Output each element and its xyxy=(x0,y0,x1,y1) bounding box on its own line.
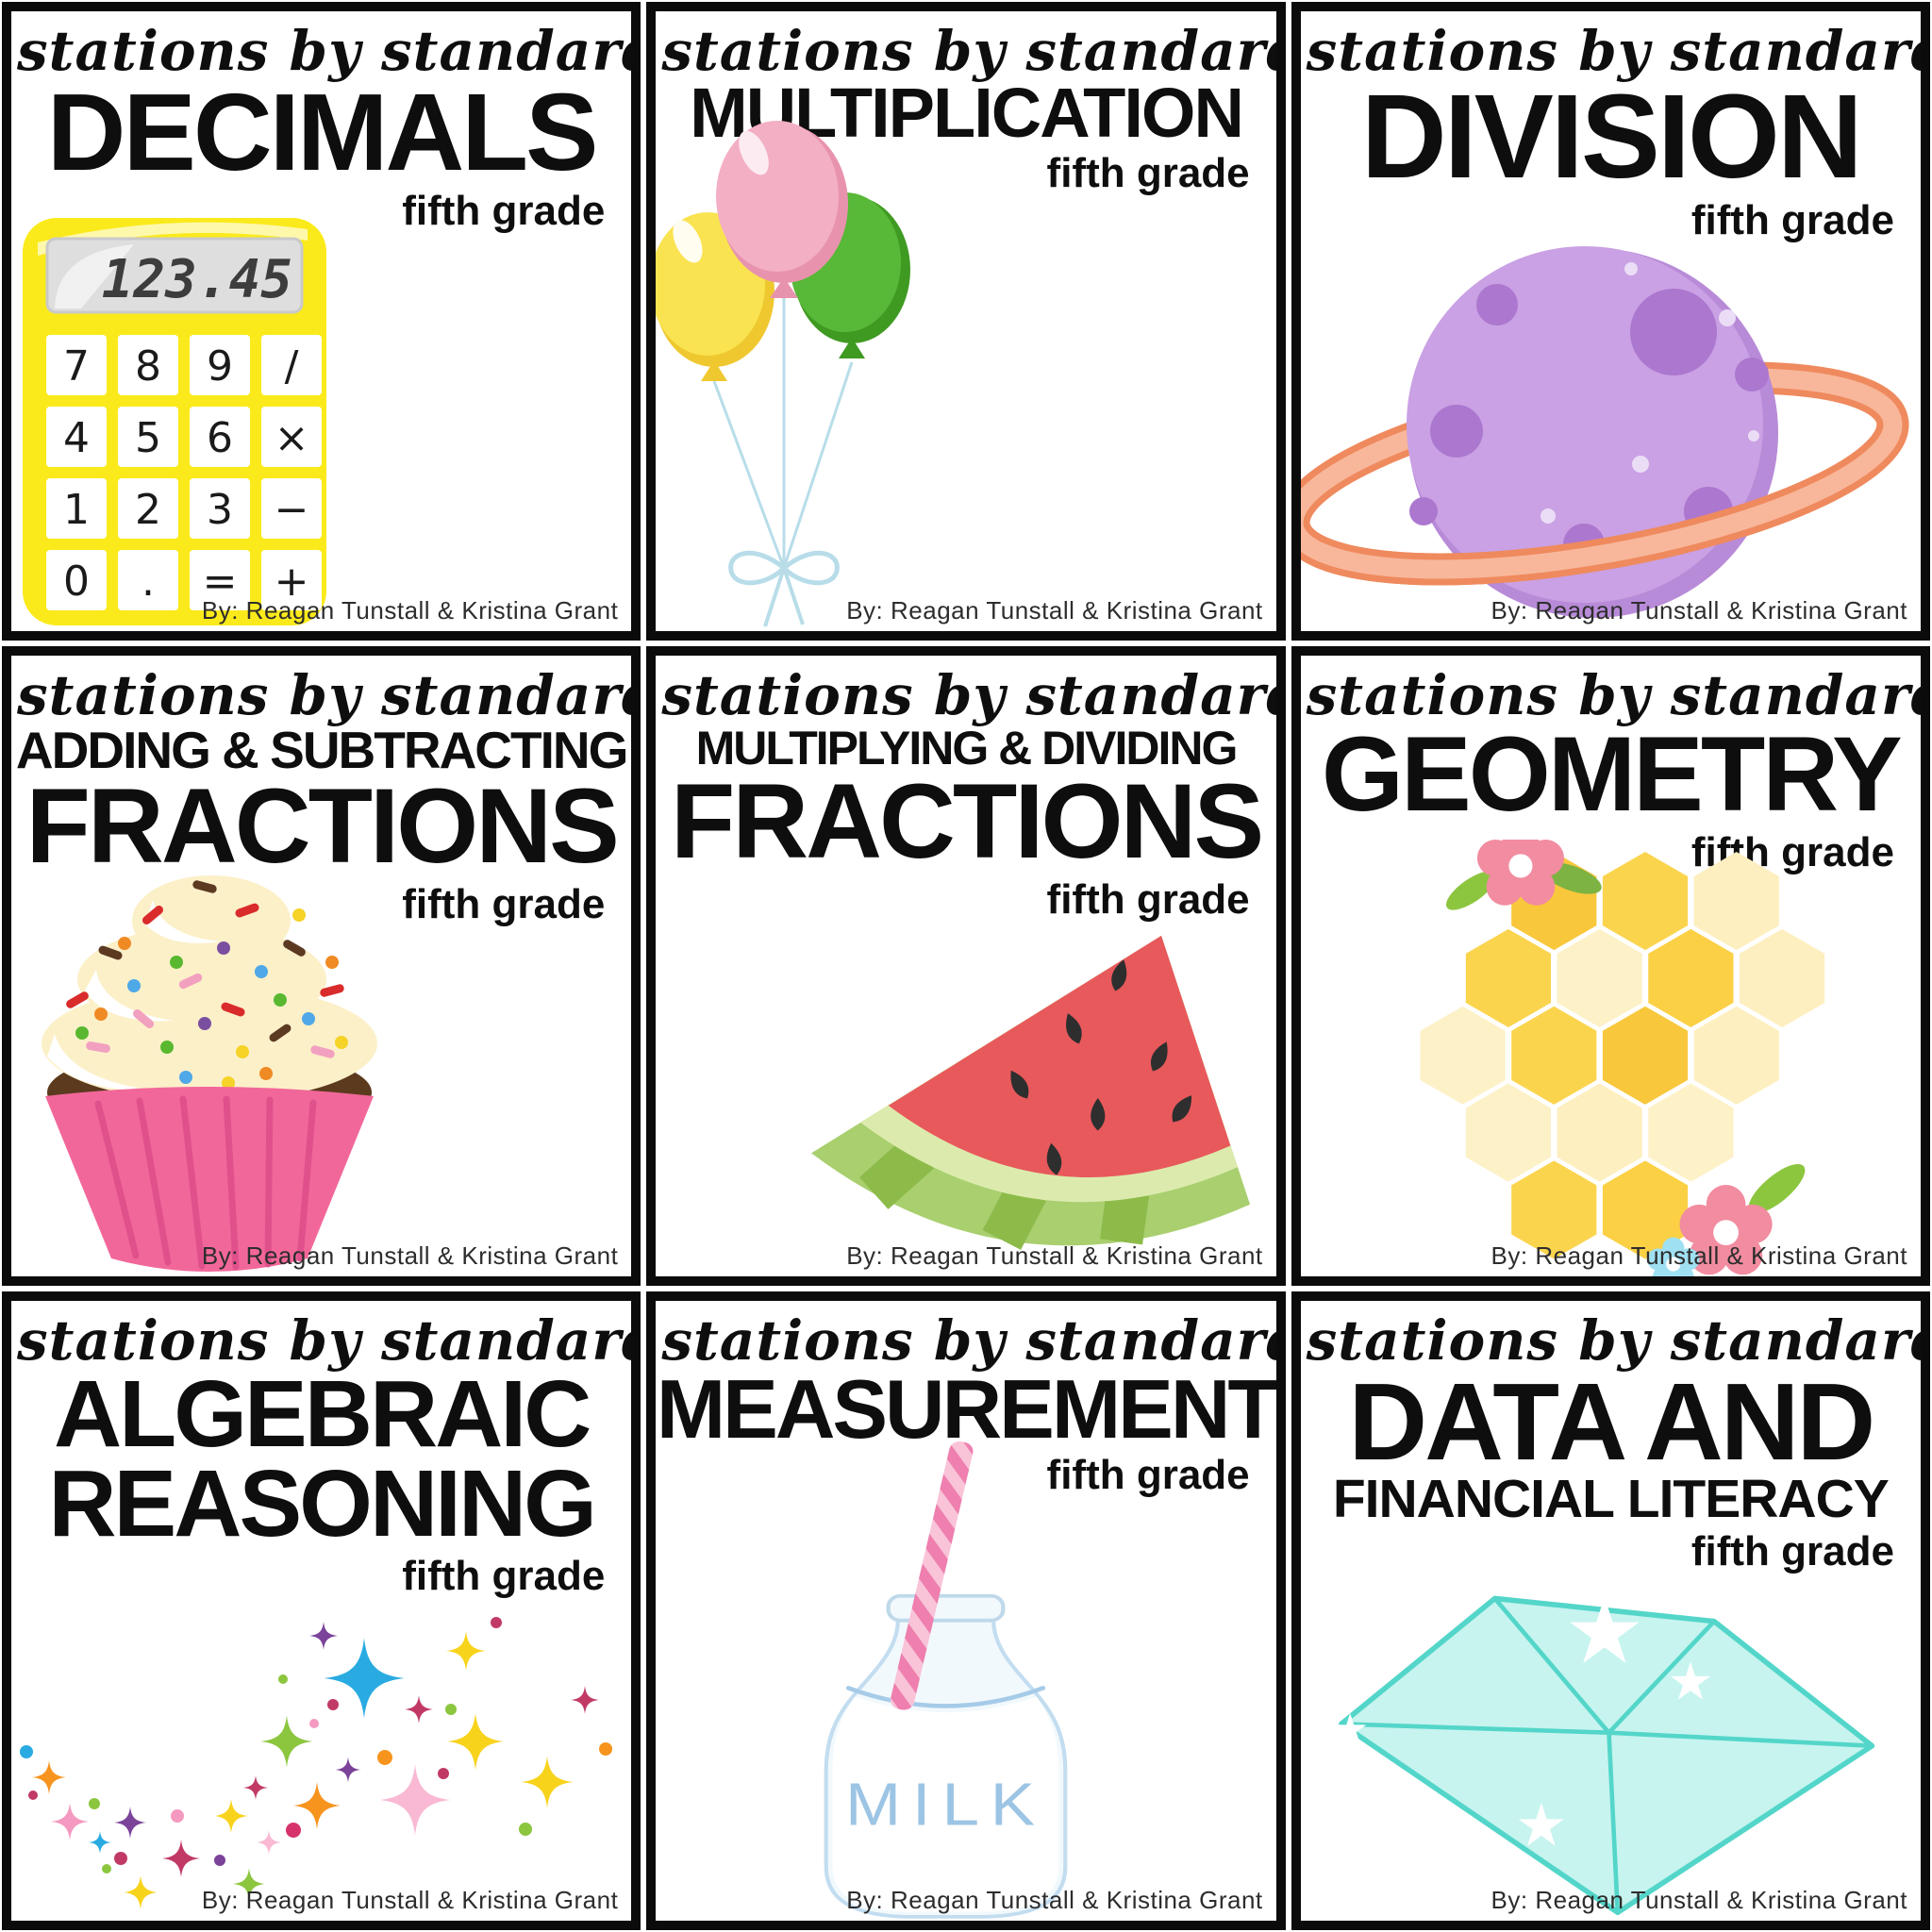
byline: By: Reagan Tunstall & Kristina Grant xyxy=(201,1241,619,1270)
milk-bottle-icon: MILK xyxy=(824,1441,1068,1919)
brand-script: stations by standard xyxy=(661,19,1286,83)
grade-label: fifth grade xyxy=(1046,1452,1250,1499)
cover-title: DATA AND xyxy=(1348,1359,1875,1483)
calculator-key: 3 xyxy=(207,486,233,534)
cover-title: FRACTIONS xyxy=(25,767,620,886)
cover-title: FRACTIONS xyxy=(670,762,1264,881)
calculator-key: × xyxy=(275,414,309,462)
calculator-key: 9 xyxy=(207,342,233,391)
calculator-key: 7 xyxy=(63,342,90,391)
grade-label: fifth grade xyxy=(402,188,606,235)
cover-decimals: stations by standard DECIMALS fifth grad… xyxy=(2,2,641,641)
grade-label: fifth grade xyxy=(1690,1527,1894,1574)
brand-script: stations by standard xyxy=(17,663,641,728)
milk-label: MILK xyxy=(845,1771,1046,1838)
calculator-key: 8 xyxy=(135,342,161,391)
diamond-icon xyxy=(1333,1595,1874,1915)
calculator-key: 6 xyxy=(207,414,233,462)
calculator-icon: 123.45 7 8 9 / 4 5 6 × 1 2 3 − 0 . = xyxy=(23,218,326,625)
cover-title: DIVISION xyxy=(1360,69,1863,203)
calculator-key: = xyxy=(203,558,238,606)
cover-title: GEOMETRY xyxy=(1321,715,1903,834)
brand-script: stations by standard xyxy=(661,663,1286,728)
byline: By: Reagan Tunstall & Kristina Grant xyxy=(846,1885,1263,1914)
sparkles-icon xyxy=(20,1616,612,1909)
calculator-key: + xyxy=(275,558,309,606)
cover-algebraic-reasoning: stations by standard ALGEBRAIC REASONING… xyxy=(2,1291,641,1930)
grade-label: fifth grade xyxy=(402,1552,606,1599)
cover-multiplying-dividing-fractions: stations by standard MULTIPLYING & DIVID… xyxy=(646,646,1286,1286)
grade-label: fifth grade xyxy=(1690,196,1894,243)
byline: By: Reagan Tunstall & Kristina Grant xyxy=(1491,596,1907,625)
cover-title: DECIMALS xyxy=(46,70,599,193)
calculator-key: . xyxy=(142,558,155,606)
calculator-key: 5 xyxy=(135,414,161,462)
cover-title: MEASUREMENT xyxy=(656,1361,1276,1456)
cover-data-financial-literacy: stations by standard DATA AND FINANCIAL … xyxy=(1291,1291,1930,1930)
byline: By: Reagan Tunstall & Kristina Grant xyxy=(846,596,1263,625)
cover-subtitle: MULTIPLYING & DIVIDING xyxy=(695,722,1239,775)
byline: By: Reagan Tunstall & Kristina Grant xyxy=(201,596,619,625)
calculator-key: 4 xyxy=(63,414,90,462)
planet-icon xyxy=(1300,246,1909,618)
calculator-key: 2 xyxy=(135,486,161,534)
calculator-key: / xyxy=(285,342,299,391)
byline: By: Reagan Tunstall & Kristina Grant xyxy=(1491,1885,1907,1914)
brand-script: stations by standard xyxy=(1306,19,1930,83)
honeycomb-icon xyxy=(1420,840,1824,1276)
calculator-key: 0 xyxy=(63,558,90,606)
byline: By: Reagan Tunstall & Kristina Grant xyxy=(1491,1241,1907,1270)
brand-script: stations by standard xyxy=(1306,1307,1930,1373)
grade-label: fifth grade xyxy=(1046,875,1250,923)
brand-script: stations by standard xyxy=(661,1307,1286,1373)
cover-title: ALGEBRAIC xyxy=(53,1360,591,1467)
cover-title-line2: FINANCIAL LITERACY xyxy=(1332,1468,1890,1529)
cover-measurement: stations by standard MEASUREMENT fifth g… xyxy=(646,1291,1286,1930)
brand-script: stations by standard xyxy=(17,19,641,83)
brand-script: stations by standard xyxy=(1306,663,1930,728)
byline: By: Reagan Tunstall & Kristina Grant xyxy=(201,1885,619,1914)
brand-script: stations by standard xyxy=(17,1307,641,1373)
calculator-key: 1 xyxy=(63,486,90,534)
cover-adding-subtracting-fractions: stations by standard ADDING & SUBTRACTIN… xyxy=(2,646,641,1286)
grade-label: fifth grade xyxy=(402,880,606,927)
balloons-icon xyxy=(656,121,911,627)
cover-subtitle: ADDING & SUBTRACTING xyxy=(15,721,628,780)
byline: By: Reagan Tunstall & Kristina Grant xyxy=(846,1241,1263,1270)
watermelon-icon xyxy=(811,936,1251,1251)
grade-label: fifth grade xyxy=(1046,150,1250,197)
calculator-display: 123.45 xyxy=(102,249,292,310)
calculator-key: − xyxy=(275,486,309,534)
cover-geometry: stations by standard GEOMETRY fifth grad… xyxy=(1291,646,1930,1286)
cover-title-line2: REASONING xyxy=(48,1450,597,1557)
cover-multiplication: stations by standard MULTIPLICATION fift… xyxy=(646,2,1286,641)
cover-division: stations by standard DIVISION fifth grad… xyxy=(1291,2,1930,641)
cupcake-icon xyxy=(42,875,377,1273)
